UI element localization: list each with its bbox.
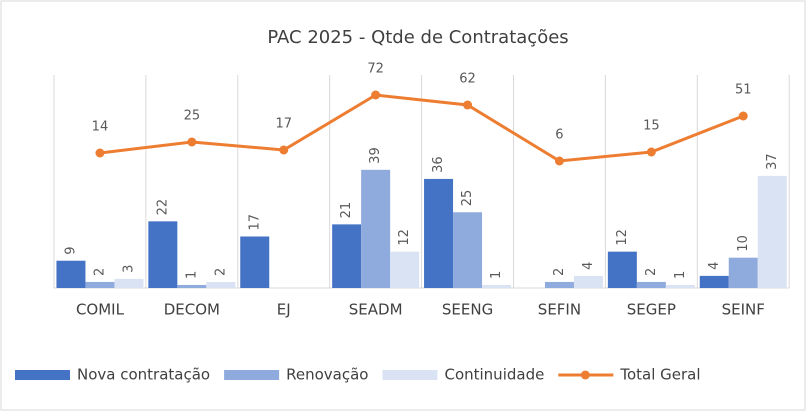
data-label: 4 (581, 262, 596, 270)
bar (332, 224, 362, 288)
data-label: 15 (643, 119, 660, 134)
data-label: 14 (92, 120, 109, 135)
data-label: 6 (555, 128, 563, 143)
data-label: 17 (247, 214, 262, 231)
bar (544, 281, 574, 288)
legend-label: Renovação (286, 366, 368, 384)
x-tick-label: SEGEP (627, 301, 676, 319)
data-label: 10 (736, 235, 751, 252)
data-label: 72 (367, 62, 384, 77)
data-label: 2 (644, 268, 659, 276)
legend-swatch (15, 370, 70, 380)
bar (177, 284, 207, 288)
data-label: 12 (615, 229, 630, 246)
line-marker (371, 90, 381, 100)
bar (453, 212, 483, 288)
data-label: 1 (489, 271, 504, 279)
bar (607, 251, 637, 288)
data-label: 51 (735, 83, 752, 98)
line-marker (646, 147, 656, 157)
bar (424, 178, 454, 288)
x-tick-label: DECOM (164, 301, 220, 319)
legend-swatch (580, 370, 590, 380)
data-label: 12 (397, 229, 412, 246)
chart-title: PAC 2025 - Qtde de Contratações (267, 27, 568, 48)
data-label: 21 (339, 202, 354, 219)
line-marker (738, 111, 748, 121)
data-label: 22 (155, 199, 170, 216)
legend-label: Total Geral (619, 366, 700, 384)
x-tick-label: SEFIN (538, 301, 581, 319)
data-label: 39 (368, 147, 383, 164)
legend-label: Continuidade (444, 366, 544, 384)
legend-swatch (382, 370, 438, 380)
legend-swatch (224, 370, 280, 380)
data-label: 62 (459, 72, 476, 87)
data-label: 2 (213, 268, 228, 276)
x-tick-label: SEENG (442, 301, 493, 319)
data-label: 3 (121, 265, 136, 273)
line-marker (95, 148, 105, 158)
bar (757, 175, 787, 288)
data-label: 4 (707, 262, 722, 270)
legend-label: Nova contratação (77, 366, 210, 384)
bar (148, 221, 178, 288)
bar (85, 281, 115, 288)
data-label: 17 (275, 117, 292, 132)
bar (240, 236, 270, 288)
x-tick-label: EJ (277, 301, 291, 319)
line-marker (554, 156, 564, 166)
data-label: 1 (184, 271, 199, 279)
bar (390, 251, 420, 288)
line-marker (187, 137, 197, 147)
bar (361, 169, 391, 288)
bar (665, 284, 695, 288)
bar (56, 260, 86, 288)
bar (699, 275, 729, 288)
bar (482, 284, 512, 288)
bar (573, 275, 603, 288)
x-tick-label: COMIL (76, 301, 125, 319)
data-label: 25 (184, 109, 201, 124)
line (99, 93, 744, 163)
x-tick-label: SEINF (722, 301, 765, 319)
bar (728, 257, 758, 288)
data-label: 37 (765, 153, 780, 170)
data-label: 9 (63, 246, 78, 254)
data-label: 36 (431, 156, 446, 173)
bar (114, 278, 144, 288)
data-label: 2 (552, 268, 567, 276)
data-label: 25 (460, 190, 475, 207)
x-tick-label: SEADM (349, 301, 403, 319)
bar (206, 281, 236, 288)
data-label: 2 (92, 268, 107, 276)
bar (636, 281, 666, 288)
data-label: 1 (673, 271, 688, 279)
line-marker (279, 145, 289, 155)
line-marker (463, 100, 473, 110)
